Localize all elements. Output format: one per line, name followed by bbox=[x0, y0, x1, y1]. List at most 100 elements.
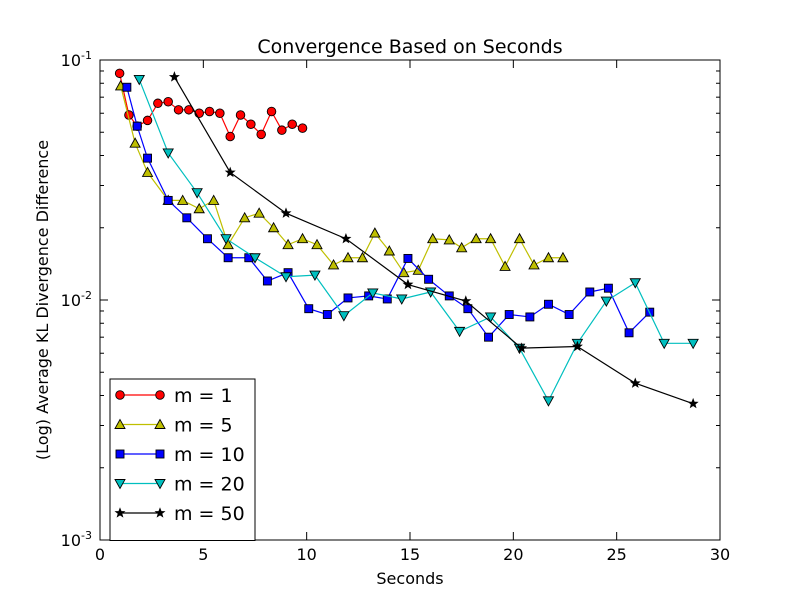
data-point bbox=[343, 293, 353, 303]
data-point bbox=[296, 232, 309, 244]
data-point bbox=[382, 294, 392, 304]
data-point bbox=[484, 312, 497, 323]
data-point bbox=[207, 194, 220, 205]
data-point bbox=[525, 312, 535, 322]
data-point bbox=[383, 245, 396, 256]
data-point bbox=[544, 299, 553, 309]
data-point bbox=[600, 296, 613, 307]
data-point bbox=[443, 233, 456, 245]
data-point bbox=[223, 253, 233, 263]
data-point bbox=[484, 332, 493, 342]
data-point bbox=[141, 166, 154, 177]
data-point bbox=[143, 153, 152, 163]
data-point bbox=[114, 68, 125, 79]
data-point bbox=[176, 194, 189, 205]
data-point bbox=[267, 221, 280, 233]
x-tick-label: 25 bbox=[606, 545, 626, 564]
legend: m = 1 m = 5 m = 10 m = 20 m = 50 bbox=[109, 378, 256, 541]
data-point bbox=[629, 278, 642, 289]
data-point bbox=[235, 110, 246, 120]
data-point bbox=[162, 148, 174, 159]
data-point bbox=[215, 108, 225, 118]
legend-marker bbox=[155, 390, 165, 400]
data-point bbox=[222, 238, 234, 250]
data-point bbox=[356, 251, 369, 263]
data-point bbox=[629, 377, 641, 388]
data-point bbox=[460, 295, 472, 306]
data-point bbox=[173, 105, 184, 115]
chart-title: Convergence Based on Seconds bbox=[257, 36, 562, 58]
data-point bbox=[277, 125, 287, 135]
data-point bbox=[470, 232, 482, 244]
legend-marker bbox=[114, 418, 126, 429]
data-point bbox=[142, 115, 153, 126]
data-point bbox=[369, 227, 381, 238]
data-point bbox=[687, 338, 699, 350]
data-point bbox=[122, 82, 132, 92]
data-point bbox=[564, 310, 574, 319]
data-point bbox=[658, 338, 670, 350]
data-point bbox=[282, 238, 294, 250]
legend-label: m = 1 bbox=[174, 385, 233, 407]
data-point bbox=[238, 211, 251, 223]
data-point bbox=[516, 342, 528, 353]
data-point bbox=[403, 253, 413, 263]
series-line bbox=[173, 76, 694, 405]
data-point bbox=[338, 311, 350, 322]
data-point bbox=[687, 397, 699, 409]
legend-item: m = 20 bbox=[114, 474, 245, 496]
data-point bbox=[342, 251, 354, 263]
legend-item: m = 10 bbox=[115, 444, 245, 466]
x-tick-label: 20 bbox=[503, 545, 523, 564]
data-point bbox=[262, 276, 272, 286]
data-point bbox=[453, 326, 466, 338]
data-point bbox=[484, 232, 497, 244]
legend-marker bbox=[154, 418, 166, 429]
series-1 bbox=[114, 68, 308, 142]
data-point bbox=[624, 328, 634, 338]
x-tick-label: 0 bbox=[95, 545, 105, 564]
data-point bbox=[603, 283, 613, 293]
data-point bbox=[304, 304, 314, 314]
legend-marker bbox=[115, 390, 125, 400]
data-point bbox=[424, 274, 434, 284]
legend-marker bbox=[114, 507, 126, 518]
x-tick-label: 30 bbox=[710, 545, 730, 564]
data-point bbox=[163, 195, 173, 205]
x-tick-label: 15 bbox=[400, 545, 420, 564]
data-point bbox=[297, 123, 308, 133]
data-point bbox=[557, 251, 569, 263]
data-point bbox=[256, 129, 266, 140]
plot-frame bbox=[99, 59, 721, 541]
data-point bbox=[133, 74, 146, 86]
data-point bbox=[455, 241, 468, 253]
data-point bbox=[528, 259, 540, 270]
data-point bbox=[253, 207, 265, 218]
legend-marker bbox=[155, 449, 165, 459]
series-line bbox=[126, 87, 651, 339]
legend-marker bbox=[114, 479, 126, 490]
data-point bbox=[191, 188, 203, 199]
data-point bbox=[367, 288, 379, 299]
data-point bbox=[163, 96, 173, 107]
data-point bbox=[585, 287, 595, 297]
legend-item: m = 1 bbox=[115, 385, 233, 407]
data-point bbox=[287, 119, 297, 129]
data-point bbox=[309, 270, 321, 282]
x-tick-label: 5 bbox=[198, 545, 208, 564]
data-point bbox=[132, 121, 142, 131]
data-point bbox=[203, 234, 212, 244]
series-5 bbox=[168, 71, 699, 409]
data-point bbox=[395, 294, 408, 305]
legend-label: m = 50 bbox=[174, 503, 245, 525]
data-point bbox=[225, 131, 235, 142]
data-point bbox=[322, 310, 332, 319]
y-axis-label: (Log) Average KL Divergence Difference bbox=[33, 140, 52, 460]
data-point bbox=[504, 310, 514, 319]
data-point bbox=[220, 234, 232, 245]
data-point bbox=[513, 232, 526, 244]
legend-label: m = 20 bbox=[174, 474, 245, 496]
data-point bbox=[280, 272, 292, 283]
data-point bbox=[499, 260, 511, 271]
